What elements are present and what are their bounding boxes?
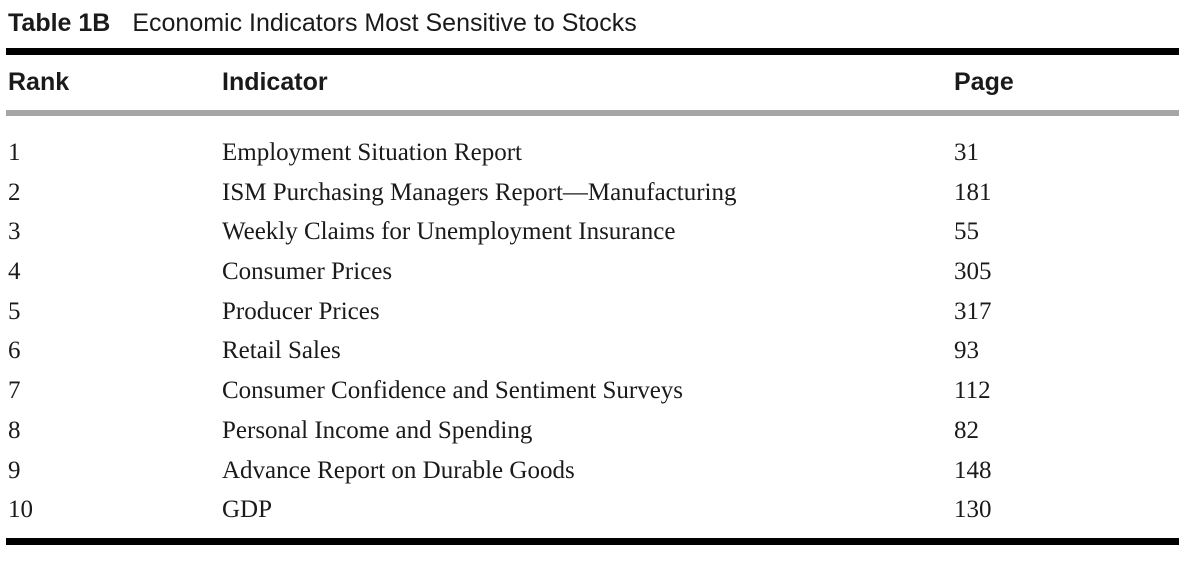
cell-indicator: Weekly Claims for Unemployment Insurance: [222, 218, 676, 246]
table-row: 1 Employment Situation Report 31: [0, 133, 1198, 173]
table-row: 4 Consumer Prices 305: [0, 252, 1198, 292]
cell-rank: 5: [8, 297, 21, 325]
cell-page: 181: [954, 178, 992, 206]
cell-page: 317: [954, 297, 992, 325]
cell-indicator: Retail Sales: [222, 337, 341, 365]
cell-rank: 1: [8, 139, 21, 166]
table-row: 3 Weekly Claims for Unemployment Insuran…: [0, 212, 1198, 252]
cell-indicator: Consumer Prices: [222, 258, 393, 286]
cell-indicator: Personal Income and Spending: [222, 416, 533, 444]
table-title: Economic Indicators Most Sensitive to St…: [132, 9, 637, 37]
table-row: 10 GDP 130: [0, 490, 1198, 530]
table-label: Table 1B: [8, 9, 111, 37]
top-rule: [6, 48, 1179, 55]
cell-page: 305: [954, 258, 992, 286]
cell-page: 82: [954, 416, 979, 444]
cell-indicator: ISM Purchasing Managers Report—Manufactu…: [222, 178, 737, 206]
cell-page: 93: [954, 337, 979, 365]
header-rank: Rank: [8, 68, 70, 96]
header-indicator: Indicator: [222, 68, 328, 96]
cell-page: 130: [954, 496, 992, 524]
cell-page: 31: [954, 139, 979, 166]
cell-rank: 2: [8, 178, 21, 206]
cell-rank: 4: [8, 258, 21, 286]
cell-rank: 9: [8, 456, 21, 484]
cell-rank: 8: [8, 416, 21, 444]
cell-rank: 7: [8, 377, 21, 405]
table-row: 8 Personal Income and Spending 82: [0, 411, 1198, 451]
table-body: 1 Employment Situation Report 31 2 ISM P…: [0, 133, 1198, 530]
header-page: Page: [954, 68, 1014, 96]
cell-rank: 6: [8, 337, 21, 365]
table-row: 5 Producer Prices 317: [0, 292, 1198, 332]
cell-rank: 3: [8, 218, 21, 246]
cell-page: 148: [954, 456, 992, 484]
table-row: 7 Consumer Confidence and Sentiment Surv…: [0, 371, 1198, 411]
cell-indicator: Employment Situation Report: [222, 139, 522, 166]
cell-indicator: GDP: [222, 496, 273, 524]
table-row: 2 ISM Purchasing Managers Report—Manufac…: [0, 173, 1198, 213]
cell-page: 55: [954, 218, 979, 246]
cell-indicator: Advance Report on Durable Goods: [222, 456, 575, 484]
cell-page: 112: [954, 377, 991, 405]
cell-indicator: Consumer Confidence and Sentiment Survey…: [222, 377, 684, 405]
cell-indicator: Producer Prices: [222, 297, 380, 325]
cell-rank: 10: [8, 496, 33, 524]
header-rule: [6, 110, 1179, 116]
table-row: 9 Advance Report on Durable Goods 148: [0, 451, 1198, 491]
table-header: Rank Indicator Page: [0, 62, 1198, 102]
table-row: 6 Retail Sales 93: [0, 331, 1198, 371]
table-caption: Table 1B Economic Indicators Most Sensiti…: [8, 6, 637, 40]
bottom-rule: [6, 538, 1179, 545]
